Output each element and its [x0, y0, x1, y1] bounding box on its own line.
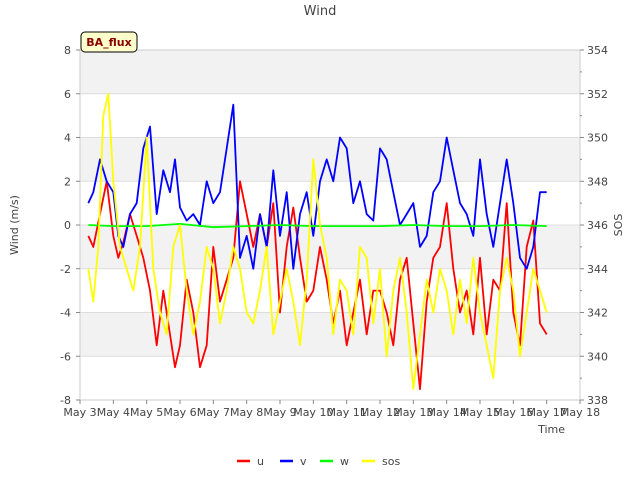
y2-tick-label: 342 [587, 307, 608, 320]
x-axis-label: Time [537, 423, 565, 436]
y-axis-label: Wind (m/s) [8, 195, 21, 255]
x-tick-label: May 3 [63, 406, 96, 419]
y-tick-label: 6 [64, 88, 71, 101]
y2-axis-label: SOS [612, 214, 625, 237]
legend: u v w sos [237, 455, 400, 468]
y2-tick-label: 352 [587, 88, 608, 101]
x-tick-label: May 13 [393, 406, 433, 419]
x-tick-label: May 15 [460, 406, 500, 419]
x-tick-label: May 16 [493, 406, 533, 419]
y-tick-label: -8 [60, 394, 71, 407]
series-line-v [87, 103, 547, 270]
y-tick-label: -2 [60, 263, 71, 276]
x-tick-label: May 6 [163, 406, 196, 419]
x-tick-label: May 8 [230, 406, 263, 419]
badge-box [80, 31, 138, 53]
y-tick-label: -4 [60, 307, 71, 320]
badge: BA_flux [80, 31, 138, 53]
y2-tick-label: 350 [587, 132, 608, 145]
y-tick-label: -6 [60, 350, 71, 363]
y-tick-label: 8 [64, 44, 71, 57]
plot-band [80, 50, 580, 94]
y2-tick-label: 346 [587, 219, 608, 232]
legend-label-w: w [340, 455, 349, 468]
legend-label-v: v [300, 455, 307, 468]
x-tick-label: May 18 [560, 406, 600, 419]
y2-tick-label: 340 [587, 350, 608, 363]
badge-label: BA_flux [86, 36, 131, 49]
legend-label-sos: sos [382, 455, 400, 468]
series-line-w [88, 222, 547, 229]
y-tick-label: 2 [64, 175, 71, 188]
y2-tick-label: 354 [587, 44, 608, 57]
x-tick-label: May 9 [263, 406, 296, 419]
x-tick-label: May 7 [197, 406, 230, 419]
x-tick-label: May 17 [527, 406, 567, 419]
x-tick-label: May 14 [427, 406, 467, 419]
y2-tick-label: 344 [587, 263, 608, 276]
y2-tick-label: 338 [587, 394, 608, 407]
x-tick-label: May 12 [360, 406, 400, 419]
chart-title: Wind [304, 4, 337, 19]
x-tick-label: May 11 [327, 406, 367, 419]
y-tick-label: 0 [64, 219, 71, 232]
plot-band [80, 225, 580, 269]
series-line-sos [87, 92, 548, 391]
y-tick-label: 4 [64, 132, 71, 145]
x-tick-label: May 4 [97, 406, 130, 419]
series-layer [87, 92, 548, 391]
x-tick-label: May 5 [130, 406, 163, 419]
y2-tick-label: 348 [587, 175, 608, 188]
x-tick-label: May 10 [293, 406, 333, 419]
legend-label-u: u [257, 455, 264, 468]
